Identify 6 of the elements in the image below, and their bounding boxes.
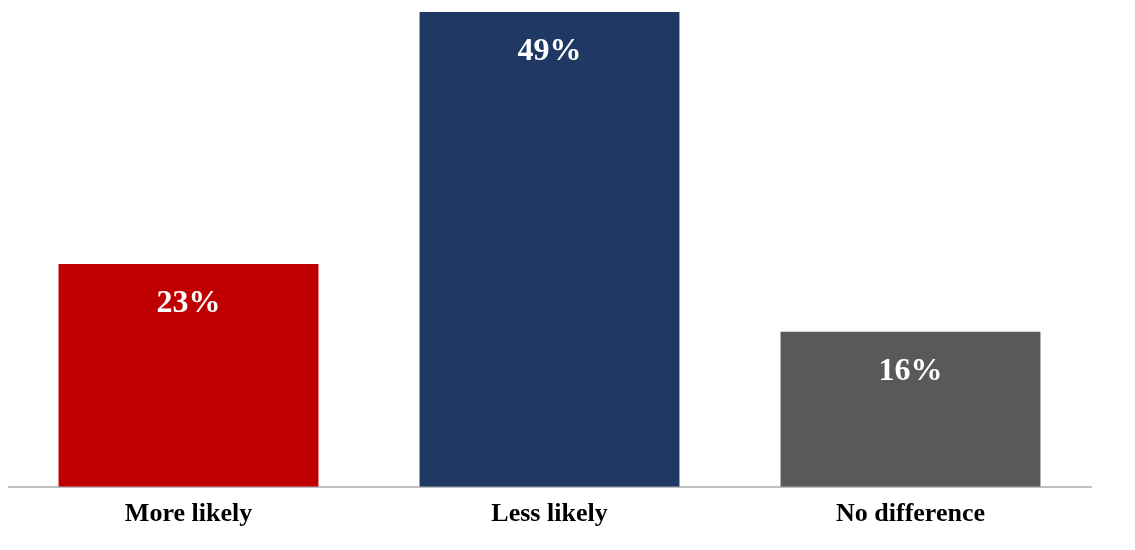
x-tick-label: No difference [836, 498, 985, 528]
data-label: 23% [156, 283, 221, 320]
x-tick-label: More likely [124, 498, 253, 528]
x-tick-label: Less likely [491, 498, 608, 528]
data-label: 49% [517, 31, 582, 68]
data-label: 16% [878, 351, 943, 388]
